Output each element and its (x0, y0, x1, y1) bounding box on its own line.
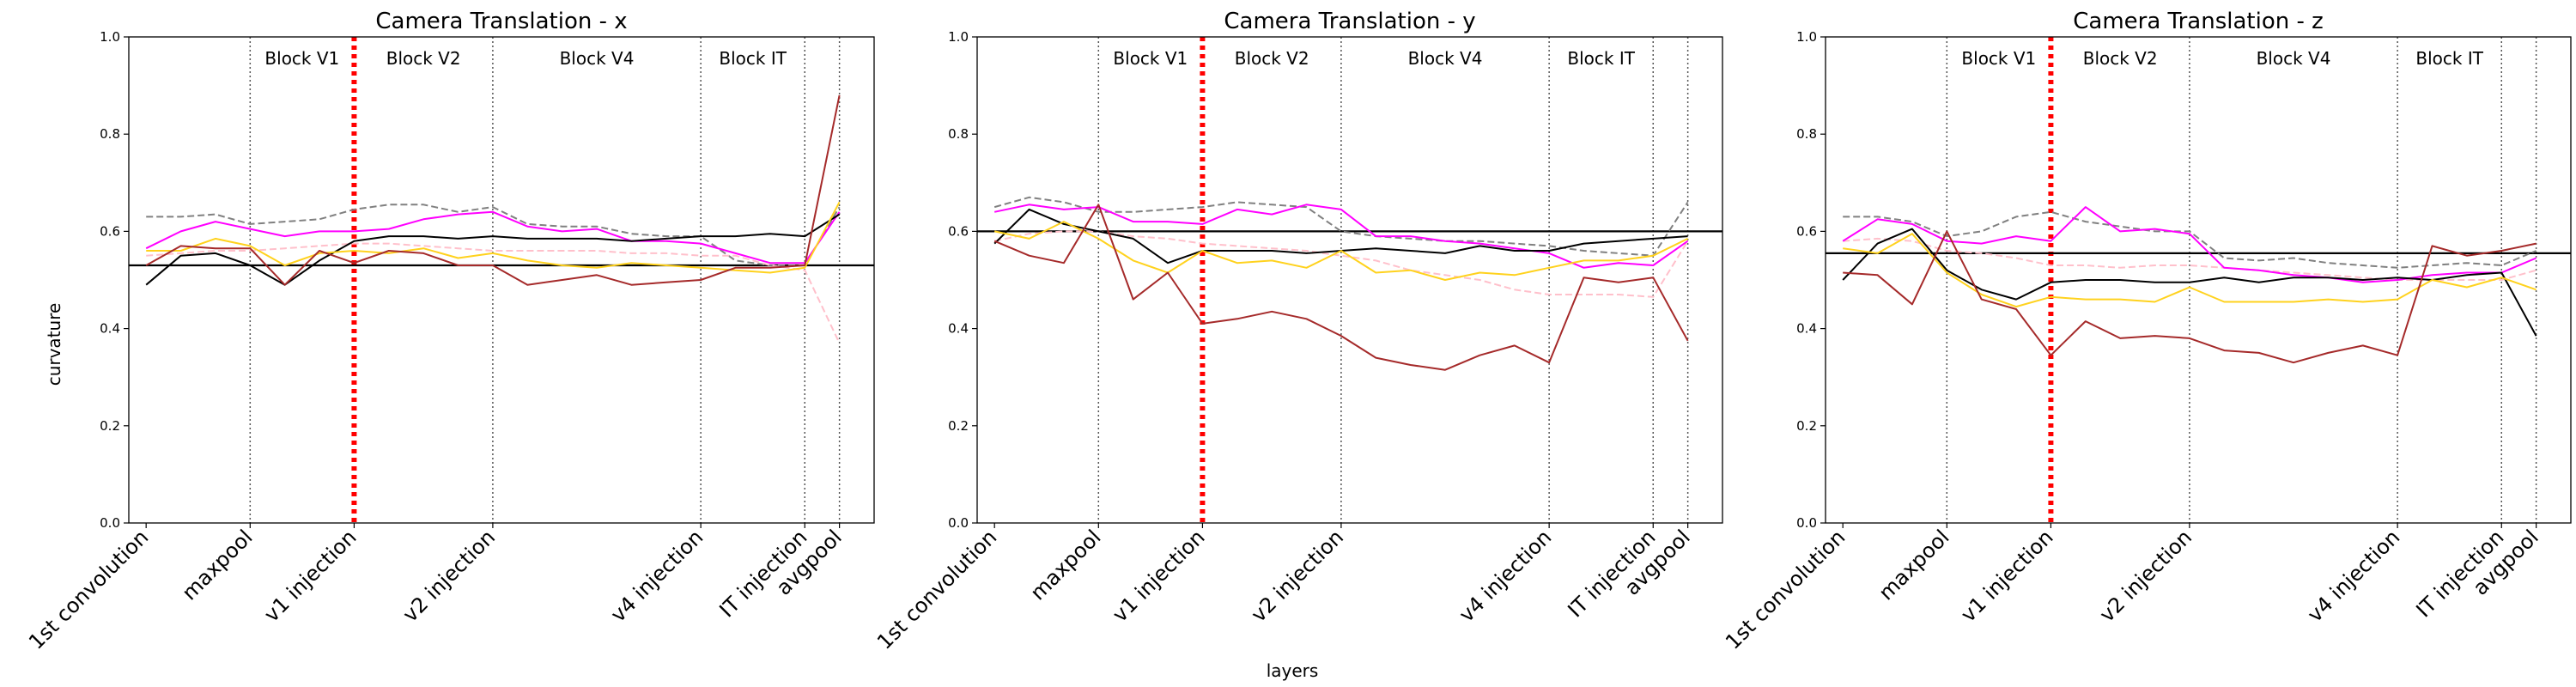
series-line-darkred (993, 204, 1689, 371)
chart-title: Camera Translation - x (375, 9, 627, 34)
block-label: Block V1 (1113, 48, 1188, 69)
block-label: Block IT (1567, 48, 1635, 69)
block-label: Block IT (719, 48, 787, 69)
series-line-magenta (1842, 206, 2537, 283)
figure-xlabel: layers (1267, 660, 1319, 681)
figure-ylabel: curvature (44, 303, 64, 386)
block-label: Block V2 (2083, 48, 2158, 69)
block-label: Block V2 (1235, 48, 1309, 69)
y-tick-label: 0.2 (100, 418, 120, 434)
plot-frame (128, 36, 875, 524)
x-tick-label: v1 injection (1956, 525, 2058, 627)
y-tick-label: 0.0 (948, 515, 969, 531)
y-tick-label: 0.6 (948, 223, 969, 239)
x-tick-label: v1 injection (259, 525, 361, 627)
x-tick-label: v2 injection (398, 525, 501, 627)
x-tick-label: v4 injection (1455, 525, 1557, 627)
y-tick-label: 0.0 (1796, 515, 1817, 531)
y-tick-label: 0.4 (100, 321, 120, 337)
y-tick-label: 0.6 (1796, 223, 1817, 239)
y-tick-label: 0.4 (1796, 321, 1817, 337)
y-tick-label: 0.2 (1796, 418, 1817, 434)
y-tick-label: 0.8 (948, 126, 969, 142)
y-tick-label: 0.8 (1796, 126, 1817, 142)
x-tick-label: v4 injection (2303, 525, 2405, 627)
chart-title: Camera Translation - y (1224, 9, 1475, 34)
series-line-darkred (145, 94, 841, 286)
series-line-magenta (145, 210, 841, 264)
series-line-gold (993, 221, 1689, 281)
y-tick-label: 0.4 (948, 321, 969, 337)
y-tick-label: 0.6 (100, 223, 120, 239)
series-line-darkred (1843, 230, 2537, 364)
block-label: Block V4 (560, 48, 635, 69)
series-line-black (1842, 228, 2537, 337)
y-tick-label: 0.8 (100, 126, 120, 142)
series-line-gray_dashed (146, 204, 841, 266)
y-tick-label: 0.0 (100, 515, 120, 531)
block-label: Block V4 (2257, 48, 2331, 69)
x-tick-label: 1st convolution (1721, 525, 1850, 654)
y-tick-label: 1.0 (100, 29, 120, 45)
chart-panel-1: Camera Translation - y Block V1 Block V2 Bl… (872, 9, 1723, 654)
plot-frame (976, 36, 1723, 524)
chart-panel-2: Camera Translation - z Block V1 Block V2 Bl… (1721, 9, 2572, 654)
block-label: Block V4 (1408, 48, 1483, 69)
y-tick-label: 1.0 (948, 29, 969, 45)
x-tick-label: v1 injection (1108, 525, 1210, 627)
series-line-gold (1843, 233, 2537, 308)
x-tick-label: v2 injection (2095, 525, 2197, 627)
x-tick-label: maxpool (178, 525, 258, 605)
chart-panel-0: Camera Translation - x Block V1 Block V2 Bl… (24, 9, 875, 654)
plot-frame (1825, 36, 2572, 524)
block-label: Block V1 (264, 48, 339, 69)
chart-title: Camera Translation - z (2073, 9, 2324, 34)
series-line-pink_dashed (146, 242, 841, 344)
series-line-gold (146, 201, 841, 274)
series-line-gray_dashed (1843, 210, 2537, 269)
y-tick-label: 1.0 (1796, 29, 1817, 45)
block-label: Block V1 (1961, 48, 2036, 69)
x-tick-label: maxpool (1026, 525, 1106, 605)
x-tick-label: 1st convolution (872, 525, 1001, 654)
x-tick-label: v2 injection (1247, 525, 1349, 627)
x-tick-label: 1st convolution (24, 525, 153, 654)
block-label: Block V2 (386, 48, 461, 69)
x-tick-label: maxpool (1874, 525, 1954, 605)
block-label: Block IT (2415, 48, 2483, 69)
y-tick-label: 0.2 (948, 418, 969, 434)
x-tick-label: v4 injection (606, 525, 708, 627)
series-line-black (145, 213, 841, 286)
